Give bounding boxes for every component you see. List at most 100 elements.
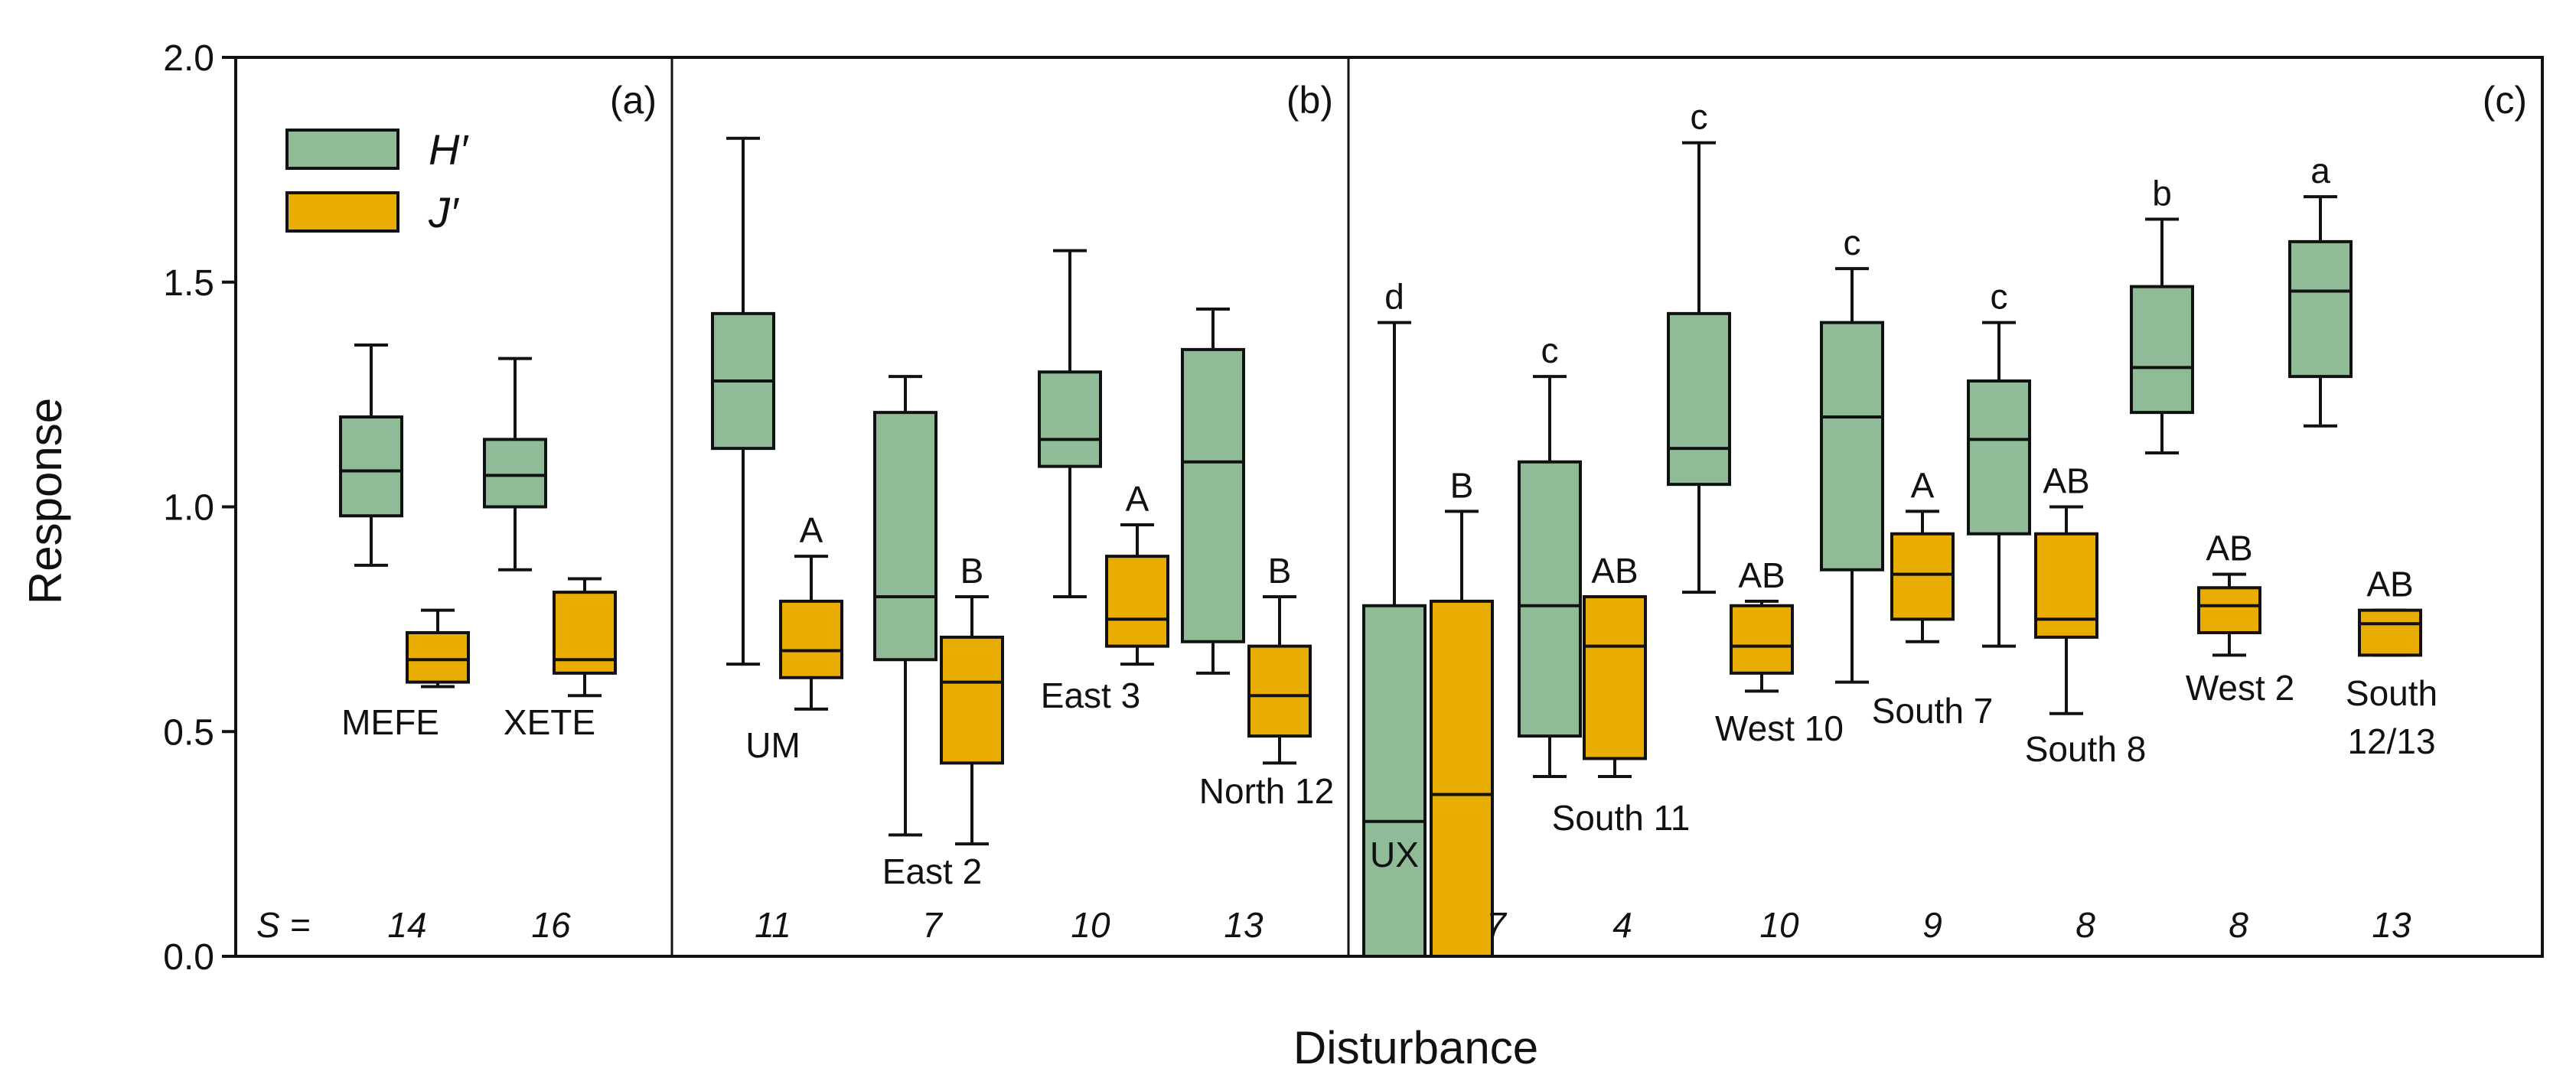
sample-size: 7	[1486, 905, 1507, 945]
box-H-1	[483, 357, 547, 571]
significance-letter: A	[1911, 465, 1935, 505]
significance-letter: A	[1126, 479, 1149, 519]
sample-size: 13	[1224, 905, 1264, 945]
significance-letter: B	[1450, 465, 1474, 505]
group-label: South 11	[1552, 798, 1691, 838]
box-iqr	[339, 415, 403, 518]
box-iqr	[1730, 604, 1794, 675]
box-iqr	[1518, 460, 1582, 738]
box-iqr	[1362, 604, 1427, 958]
box-iqr	[1038, 370, 1102, 468]
box-H-2	[711, 136, 775, 666]
significance-letter: c	[1541, 330, 1559, 370]
box-iqr	[1820, 321, 1884, 571]
box-iqr	[2197, 586, 2261, 634]
box-iqr	[1181, 347, 1245, 643]
box-iqr	[940, 635, 1004, 765]
box-J-4	[1105, 523, 1169, 666]
significance-letter: AB	[1738, 555, 1785, 595]
box-H-4	[1038, 249, 1102, 598]
box-J-1	[553, 577, 617, 698]
y-tick-label: 0.5	[163, 712, 214, 753]
box-iqr	[406, 631, 470, 684]
significance-letter: d	[1384, 277, 1404, 317]
box-J-6	[1430, 510, 1494, 958]
box-H-9	[1820, 267, 1884, 684]
group-label: UX	[1370, 835, 1419, 874]
group-label: East 3	[1041, 676, 1140, 715]
significance-letter: b	[2152, 174, 2172, 213]
group-label: North 12	[1199, 771, 1334, 811]
significance-letter: AB	[2043, 461, 2089, 501]
group-label: UM	[745, 725, 801, 765]
significance-letter: a	[2310, 151, 2330, 190]
group-label: East 2	[882, 851, 982, 891]
box-iqr	[1105, 555, 1169, 648]
box-iqr	[1430, 599, 1494, 958]
group-label: XETE	[504, 702, 595, 742]
legend-swatch-H	[285, 129, 399, 170]
group-label: MEFE	[341, 702, 439, 742]
box-iqr	[2130, 285, 2194, 415]
significance-letter: B	[1268, 551, 1292, 591]
sample-size: 14	[387, 905, 426, 945]
sample-size: 16	[531, 905, 571, 945]
box-iqr	[1247, 644, 1312, 738]
group-label: West 10	[1715, 708, 1844, 748]
box-H-8	[1667, 141, 1731, 594]
box-iqr	[1967, 379, 2031, 536]
box-H-12	[2288, 195, 2353, 428]
y-tick-label: 1.5	[163, 263, 214, 304]
legend-label-J: J′	[428, 188, 460, 236]
significance-letter: AB	[1591, 551, 1638, 591]
significance-letter: B	[960, 551, 984, 591]
panel-label-1: (a)	[610, 79, 657, 122]
y-tick-label: 0.0	[163, 937, 214, 978]
legend-label-H: H′	[429, 125, 469, 174]
box-H-11	[2130, 217, 2194, 454]
box-J-7	[1583, 595, 1647, 778]
box-J-11	[2197, 572, 2261, 657]
group-label: South 8	[2025, 729, 2147, 769]
sample-size: 10	[1759, 905, 1799, 945]
box-iqr	[873, 411, 937, 662]
box-iqr	[2288, 239, 2353, 379]
y-axis-title: Response	[20, 398, 71, 604]
legend-swatch-J	[285, 191, 399, 233]
box-series	[339, 136, 2422, 958]
box-J-3	[940, 595, 1004, 846]
group-label-line2: 12/13	[2347, 721, 2435, 761]
significance-letter: AB	[2206, 529, 2252, 568]
s-prefix: S =	[256, 905, 310, 945]
sample-size: 9	[1922, 905, 1942, 945]
significance-letter: c	[1691, 97, 1708, 137]
box-iqr	[1667, 311, 1731, 487]
box-H-10	[1967, 321, 2031, 648]
box-J-9	[1890, 510, 1955, 643]
sample-size: 11	[755, 905, 791, 945]
legend: H′ J′	[285, 125, 469, 236]
sample-size: 4	[1612, 905, 1632, 945]
box-J-12	[2358, 608, 2422, 657]
sample-size: 13	[2372, 905, 2411, 945]
annotations: (a) (b) (c) S = MEFE 14 XETE 16 A UM 11 B East 2 7 A Ea…	[256, 79, 2527, 945]
group-label: West 2	[2186, 668, 2294, 708]
panel-label-2: (b)	[1286, 79, 1333, 122]
box-iqr	[483, 438, 547, 509]
sample-size: 7	[922, 905, 943, 945]
group-label: South 7	[1872, 691, 1994, 731]
box-iqr	[2358, 608, 2422, 657]
y-tick-label: 1.0	[163, 488, 214, 529]
sample-size: 8	[2229, 905, 2248, 945]
box-J-8	[1730, 599, 1794, 693]
box-iqr	[1583, 595, 1647, 760]
box-J-0	[406, 608, 470, 689]
significance-letter: c	[1844, 223, 1861, 262]
box-iqr	[1890, 532, 1955, 621]
significance-letter: AB	[2366, 565, 2413, 604]
box-H-7	[1518, 375, 1582, 778]
sample-size: 10	[1071, 905, 1110, 945]
box-H-3	[873, 375, 937, 837]
significance-letter: A	[800, 510, 823, 550]
